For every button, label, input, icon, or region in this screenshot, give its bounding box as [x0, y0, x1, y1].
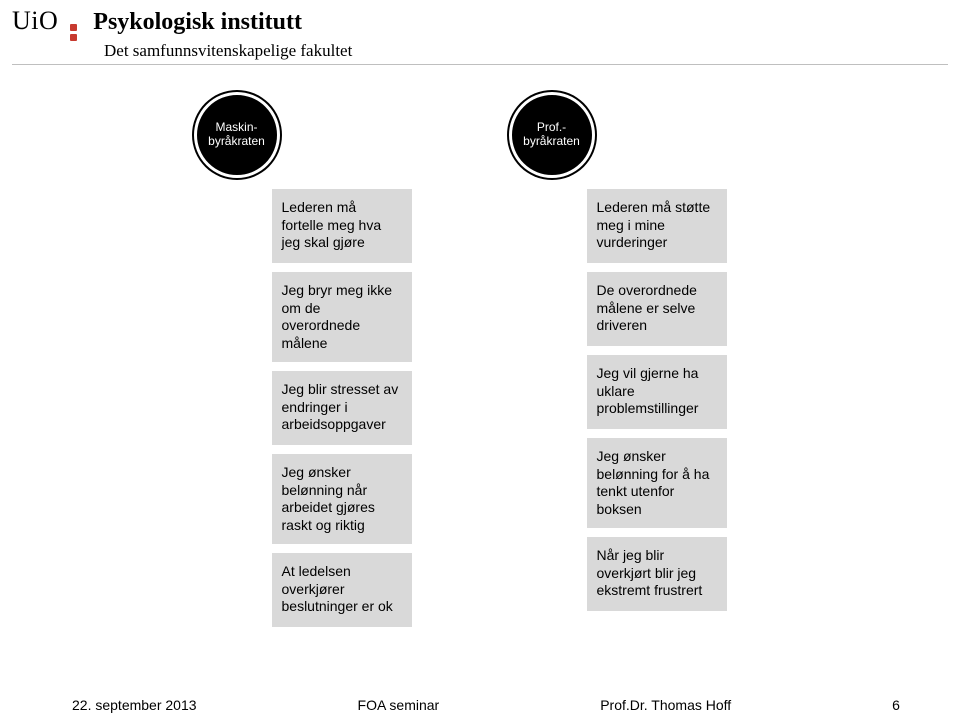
right-circle: Prof.-byråkraten [509, 92, 595, 178]
footer-page: 6 [892, 697, 900, 713]
footer-author: Prof.Dr. Thomas Hoff [600, 697, 731, 713]
slide: UiO Psykologisk institutt Det samfunnsvi… [0, 0, 960, 721]
left-box-2: Jeg bryr meg ikke om de overordnede måle… [272, 272, 412, 362]
left-box-3: Jeg blir stresset av endringer i arbeids… [272, 371, 412, 445]
header-row: UiO Psykologisk institutt [12, 6, 948, 39]
footer-event: FOA seminar [358, 697, 440, 713]
right-box-4: Jeg ønsker belønning for å ha tenkt uten… [587, 438, 727, 528]
left-box-4: Jeg ønsker belønning når arbeidet gjøres… [272, 454, 412, 544]
institute-name: Psykologisk institutt [93, 9, 302, 36]
slide-footer: 22. september 2013 FOA seminar Prof.Dr. … [0, 697, 960, 713]
uio-logo-text: UiO [12, 6, 58, 36]
slide-header: UiO Psykologisk institutt Det samfunnsvi… [12, 6, 948, 61]
column-left: Jeg er på jobb for å kunne heve lønn Mas… [238, 92, 408, 627]
left-circle-label: Maskin-byråkraten [197, 121, 277, 149]
footer-date: 22. september 2013 [72, 697, 197, 713]
uio-colon-icon [70, 24, 77, 41]
right-circle-row: Jeg er på jobb for å gjøre en endring sa… [553, 92, 723, 178]
column-right: Jeg er på jobb for å gjøre en endring sa… [553, 92, 723, 627]
left-circle-row: Jeg er på jobb for å kunne heve lønn Mas… [238, 92, 408, 178]
right-box-3: Jeg vil gjerne ha uklare problemstilling… [587, 355, 727, 429]
right-box-1: Lederen må støtte meg i mine vurderinger [587, 189, 727, 263]
right-circle-label: Prof.-byråkraten [512, 121, 592, 149]
left-box-0: Jeg er på jobb for å kunne heve lønn [272, 98, 412, 172]
columns: Jeg er på jobb for å kunne heve lønn Mas… [0, 92, 960, 627]
left-box-5: At ledelsen overkjører beslutninger er o… [272, 553, 412, 627]
right-box-0: Jeg er på jobb for å gjøre en endring sa… [587, 98, 727, 172]
right-box-2: De overordnede målene er selve driveren [587, 272, 727, 346]
left-box-1: Lederen må fortelle meg hva jeg skal gjø… [272, 189, 412, 263]
left-circle: Maskin-byråkraten [194, 92, 280, 178]
content: Jeg er på jobb for å kunne heve lønn Mas… [0, 90, 960, 681]
header-rule [12, 64, 948, 65]
faculty-name: Det samfunnsvitenskapelige fakultet [104, 41, 948, 61]
right-box-5: Når jeg blir overkjørt blir jeg ekstremt… [587, 537, 727, 611]
